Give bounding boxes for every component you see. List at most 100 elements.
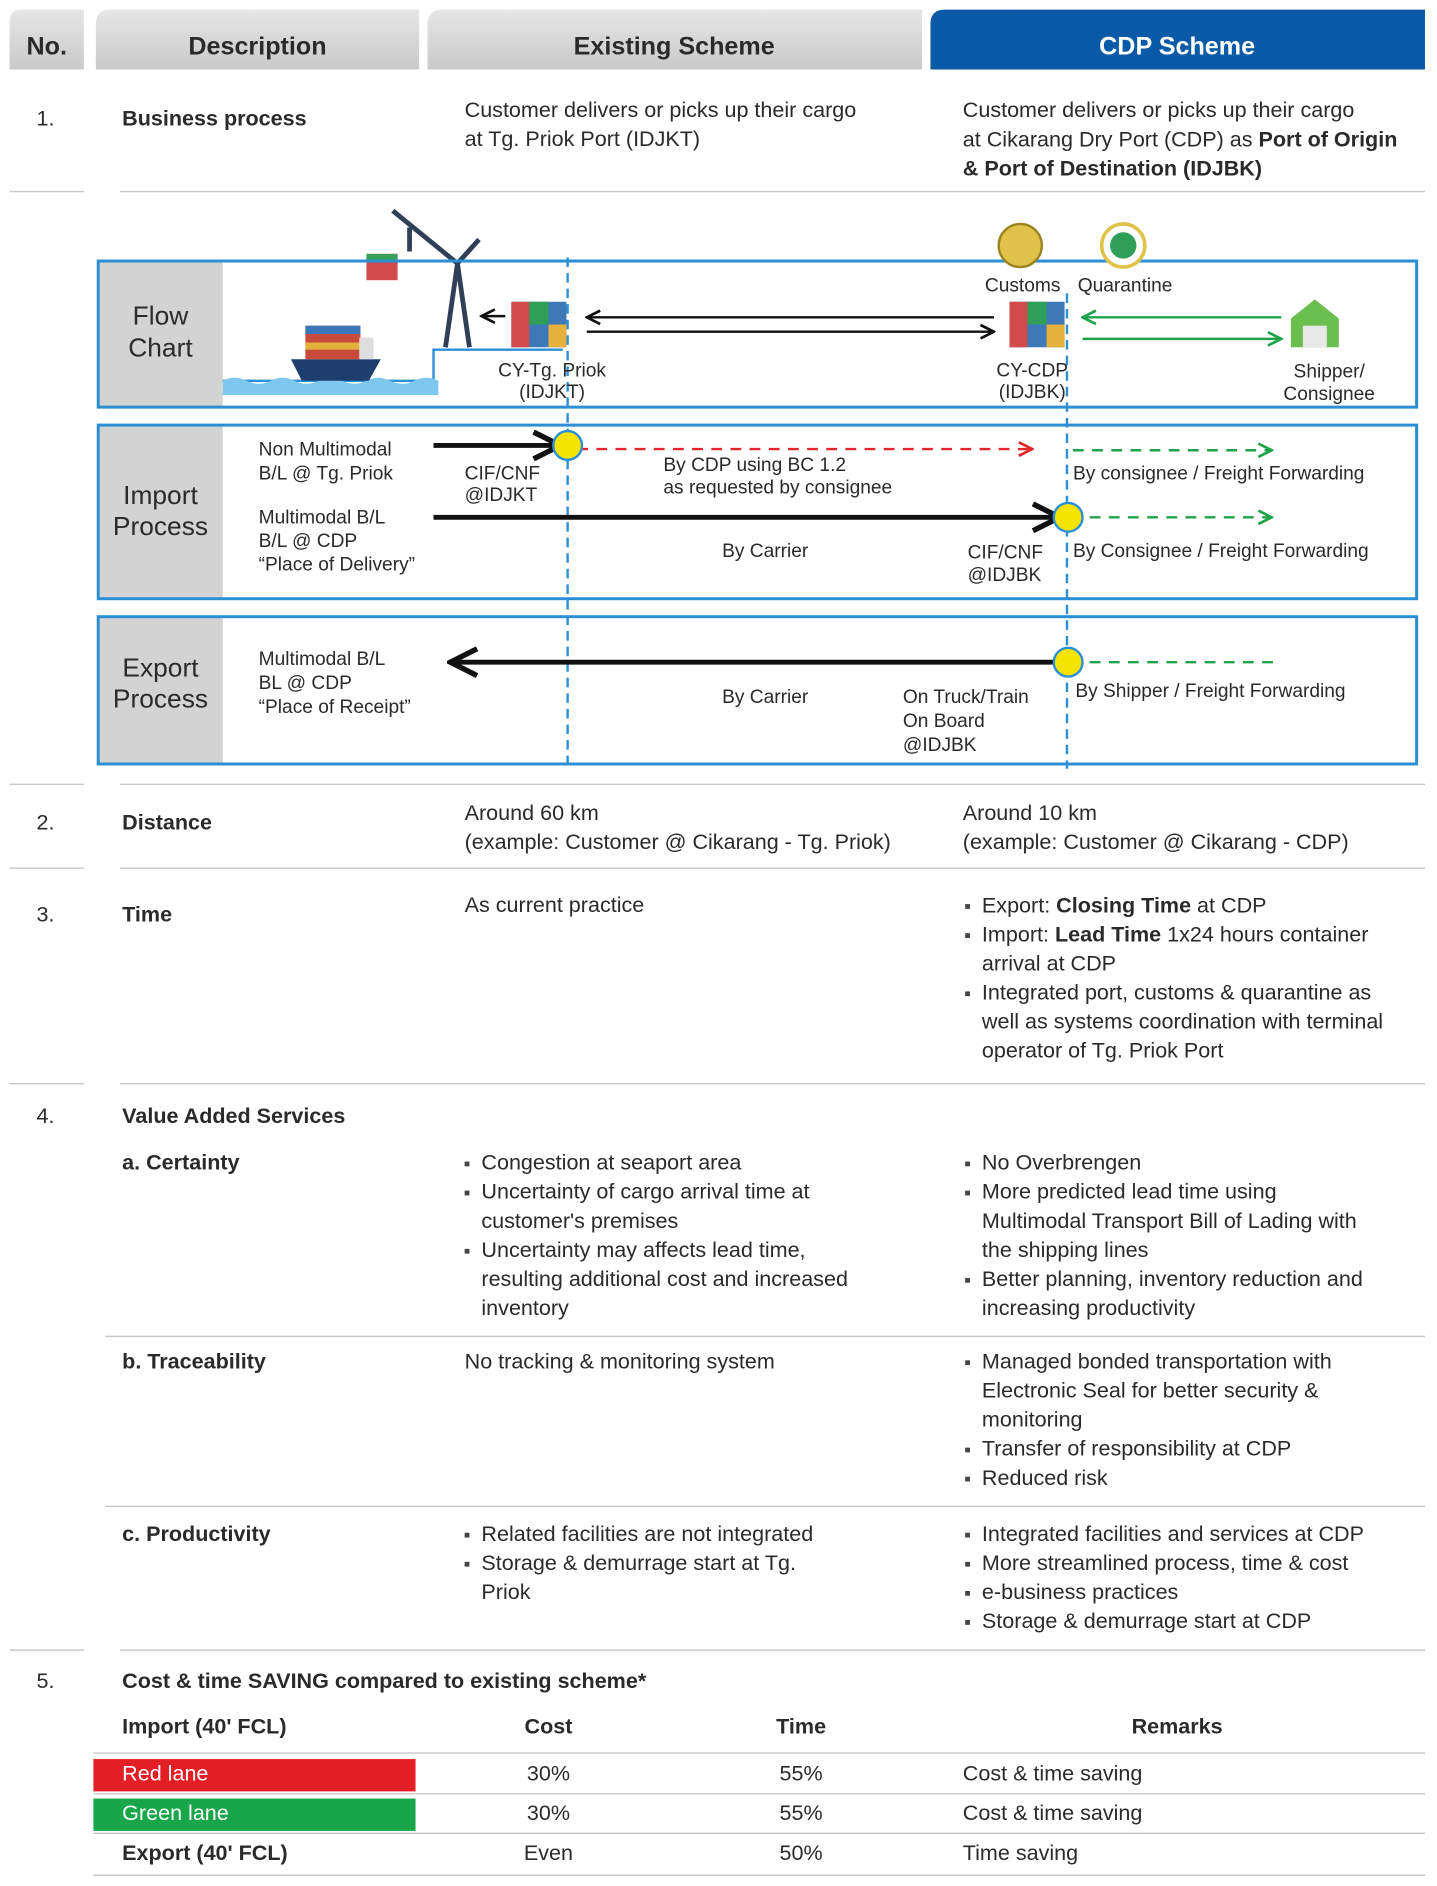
existing-bullet-text: Uncertainty may affects lead time, [481,1237,805,1262]
table-cell: Red lane [122,1760,208,1785]
term: @IDJBK [968,565,1042,586]
flow-label: Flow [133,300,190,330]
term: CIF/CNF [968,542,1043,563]
table-cell: Time saving [963,1840,1078,1865]
bl-type: Multimodal B/L [259,508,386,529]
header-tab [930,9,1426,70]
table-header: Time [776,1714,826,1739]
flow-note: as requested by consignee [663,478,892,499]
cdp-text: Customer delivers or picks up their carg… [963,97,1355,122]
cdp-bullet-text: No Overbrengen [982,1150,1141,1175]
flow-label: Chart [128,333,193,363]
cdp-text: & Port of Destination (IDJBK) [963,155,1262,180]
table-cell: Even [524,1840,573,1865]
row-label: Distance [122,810,212,835]
existing-bullet-text: Related facilities are not integrated [481,1521,813,1546]
table-cell: 30% [527,1760,570,1785]
cdp-bullet-text: well as systems coordination with termin… [981,1009,1383,1034]
row-number: 3. [37,902,55,927]
row-label: Value Added Services [122,1103,345,1128]
cdp-bullet-text: operator of Tg. Priok Port [982,1038,1224,1063]
flow-note: By Carrier [722,541,809,562]
bullet [464,1532,470,1538]
text-part: Export: [982,892,1056,917]
bullet [464,1248,470,1254]
header-tab [427,9,923,70]
bl-type: Non Multimodal [259,439,392,460]
header-cdp: CDP Scheme [1099,33,1255,61]
bl-type: B/L @ Tg. Priok [259,463,394,484]
bl-type: “Place of Delivery” [259,554,415,575]
row-label: Business process [122,105,306,130]
bullet [965,1532,970,1538]
quarantine: Quarantine [1078,275,1173,296]
cdp-bullet-text: Import: Lead Time 1x24 hours container [982,921,1368,946]
process-label: Import [123,480,198,510]
cdp-bullet-text: More predicted lead time using [982,1179,1277,1204]
sub-label: c. Productivity [122,1521,270,1546]
flow-note: By CDP using BC 1.2 [663,455,846,476]
text-part: Closing Time [1056,892,1191,917]
cdp-text: Around 10 km [963,800,1097,825]
existing-bullet-text: Storage & demurrage start at Tg. [481,1550,796,1575]
table-cell: 55% [780,1760,823,1785]
cdp-bullet-text: Reduced risk [982,1465,1108,1490]
table-cell: 55% [780,1800,823,1825]
text-part: & Port of Destination (IDJBK) [963,155,1262,180]
existing-text: As current practice [465,892,645,917]
table-cell: Export (40' FCL) [122,1840,288,1865]
cdp-bullet-text: Multimodal Transport Bill of Lading with [982,1208,1357,1233]
flow-note: By consignee / Freight Forwarding [1073,463,1365,484]
flow-note: By Consignee / Freight Forwarding [1073,541,1369,562]
red-lane-bar [93,1759,416,1792]
existing-bullet-text: inventory [481,1295,569,1320]
cdp-bullet-text: Electronic Seal for better security & [982,1377,1319,1402]
existing-bullet-text: Congestion at seaport area [481,1150,741,1175]
bl-type: “Place of Receipt” [259,697,411,718]
cdp-bullet-text: Transfer of responsibility at CDP [982,1436,1291,1461]
table-cell: 30% [527,1800,570,1825]
text-part: Import: [982,921,1055,946]
cdp-bullet-text: arrival at CDP [982,950,1116,975]
bullet [965,1447,970,1453]
bullet [464,1161,470,1167]
customs: Customs [985,275,1061,296]
text-part: 1x24 hours container [1161,921,1368,946]
table-cell: 50% [780,1840,823,1865]
header-tab [9,9,84,70]
bullet [965,1190,970,1196]
existing-text: at Tg. Priok Port (IDJKT) [465,126,700,151]
bl-type: Multimodal B/L [259,649,386,670]
sub-label: b. Traceability [122,1348,266,1373]
text-part: Lead Time [1055,921,1161,946]
separators [9,190,1426,1876]
header-no: No. [26,33,66,61]
node-label: Shipper/ [1294,361,1366,382]
bullet [965,1360,970,1366]
bullet [965,1161,970,1167]
table-header: Remarks [1132,1714,1223,1739]
header-tab [95,9,420,70]
term: CIF/CNF [465,463,541,484]
node-label: (IDJKT) [519,382,585,403]
bl-type: BL @ CDP [259,673,352,694]
sub-label: a. Certainty [122,1150,239,1175]
existing-text: Around 60 km [465,800,599,825]
text-part: Port of Origin [1259,126,1398,151]
table-cell: Green lane [122,1800,229,1825]
bullet [965,1277,970,1283]
node-label: Consignee [1283,384,1375,405]
row-label: Cost & time SAVING compared to existing … [122,1668,647,1693]
row-number: 5. [37,1668,55,1693]
row-number: 2. [37,810,55,835]
existing-bullet-text: Priok [481,1579,530,1604]
row-number: 1. [37,105,55,130]
cdp-bullet-text: Better planning, inventory reduction and [982,1266,1363,1291]
cdp-text: (example: Customer @ Cikarang - CDP) [963,829,1349,854]
node-label: CY-CDP [996,360,1068,381]
text-part: at Cikarang Dry Port (CDP) as [963,126,1259,151]
bullet [965,904,970,909]
term: On Board [903,711,985,732]
